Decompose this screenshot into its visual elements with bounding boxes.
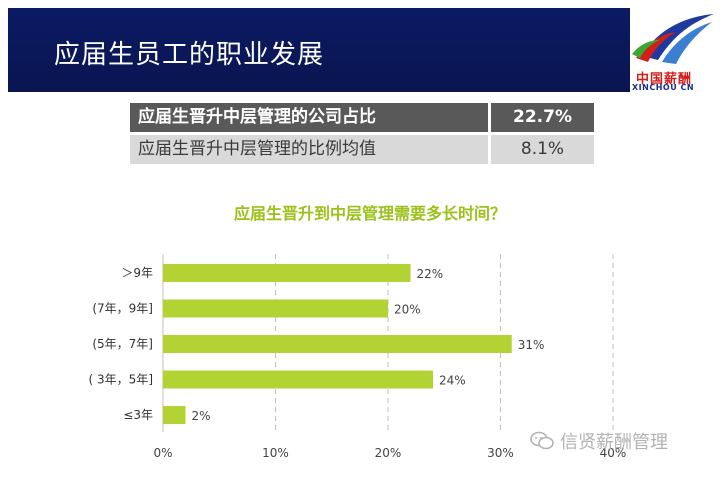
bar — [163, 264, 411, 282]
stat-value: 22.7% — [491, 103, 594, 132]
bar — [163, 370, 433, 389]
stats-row-company-share: 应届生晋升中层管理的公司占比 22.7% — [130, 103, 594, 132]
category-label: ≤3年 — [123, 408, 153, 422]
category-label: ＞9年 — [121, 266, 153, 280]
wechat-icon — [530, 431, 554, 450]
stat-label: 应届生晋升中层管理的比例均值 — [130, 135, 488, 164]
data-label: 31% — [518, 338, 545, 352]
chart-title: 应届生晋升到中层管理需要多长时间？ — [233, 204, 506, 223]
logo-text-en: XINCHOU CN — [632, 83, 695, 92]
stats-row-average-ratio: 应届生晋升中层管理的比例均值 8.1% — [130, 135, 594, 164]
logo-text-cn: 中国薪酬 — [636, 72, 693, 87]
x-tick-label: 30% — [487, 446, 514, 460]
logo-swoosh-icon — [632, 14, 714, 64]
stats-table: 应届生晋升中层管理的公司占比 22.7% 应届生晋升中层管理的比例均值 8.1% — [130, 103, 594, 167]
data-label: 24% — [439, 374, 466, 388]
x-tick-label: 20% — [375, 446, 402, 460]
data-label: 22% — [417, 267, 444, 281]
watermark: 信贤薪酬管理 — [530, 428, 668, 454]
data-label: 20% — [394, 303, 421, 317]
watermark-text: 信贤薪酬管理 — [560, 432, 668, 453]
stat-label: 应届生晋升中层管理的公司占比 — [130, 103, 488, 132]
brand-logo: 中国薪酬 XINCHOU CN — [628, 8, 720, 92]
title-banner: 应届生员工的职业发展 — [8, 8, 630, 92]
bar — [163, 335, 512, 353]
category-label: ( 3年，5年] — [89, 373, 153, 387]
page-title: 应届生员工的职业发展 — [54, 40, 325, 70]
x-tick-label: 40% — [600, 446, 627, 460]
bar — [163, 406, 186, 424]
data-label: 2% — [192, 409, 211, 423]
x-tick-label: 0% — [153, 446, 172, 460]
category-label: (5年，7年] — [92, 337, 153, 351]
category-label: (7年，9年] — [92, 302, 153, 316]
stat-value: 8.1% — [491, 135, 594, 164]
bar — [163, 299, 388, 318]
x-tick-label: 10% — [262, 446, 289, 460]
